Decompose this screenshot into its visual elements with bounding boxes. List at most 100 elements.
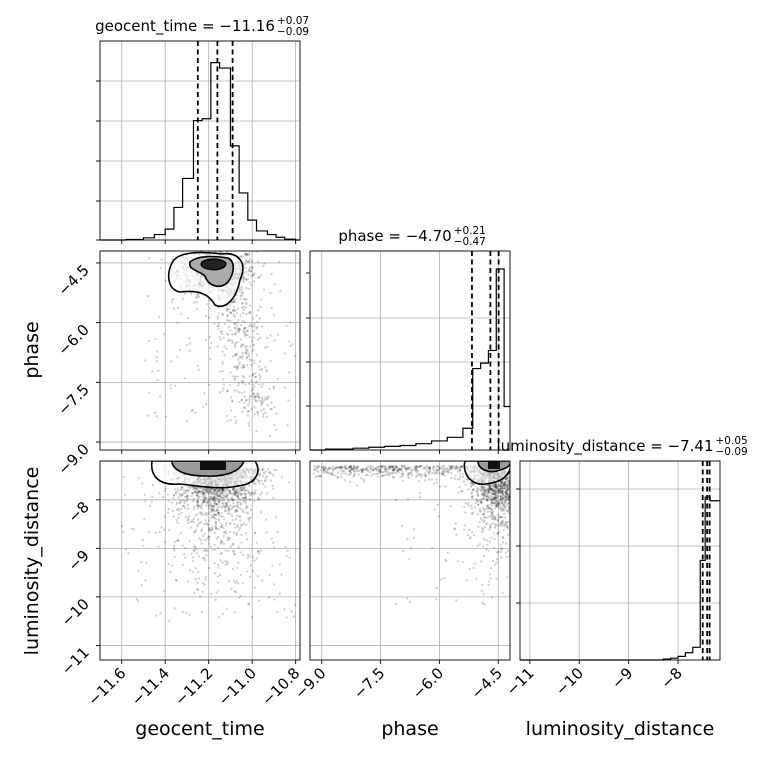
geocent-phase-point xyxy=(253,279,256,283)
geocent-lumdist-point xyxy=(235,579,239,583)
phase-lumdist-point xyxy=(514,493,516,495)
phase-lumdist-point xyxy=(521,500,523,502)
geocent-lumdist-point xyxy=(196,570,200,573)
geocent-phase-point xyxy=(231,399,234,402)
geocent-lumdist-point xyxy=(276,531,279,534)
geocent-lumdist-point xyxy=(237,546,241,549)
phase-lumdist-point xyxy=(494,484,497,487)
geocent-phase-point xyxy=(250,340,254,343)
phase-lumdist-point xyxy=(431,546,434,550)
phase-lumdist-point xyxy=(482,493,486,496)
geocent-lumdist-point xyxy=(251,555,255,559)
geocent-phase-point xyxy=(213,322,216,325)
phase-lumdist-point xyxy=(443,464,446,468)
phase-lumdist-point xyxy=(481,493,484,496)
phase-lumdist-point xyxy=(493,526,497,529)
phase-lumdist-point xyxy=(378,470,381,473)
phase-lumdist-point xyxy=(504,491,508,494)
geocent-phase-point xyxy=(276,333,280,336)
phase-lumdist-point xyxy=(504,551,507,555)
phase-lumdist-point xyxy=(484,488,487,491)
phase-lumdist-point xyxy=(492,486,496,489)
geocent-lumdist-point xyxy=(208,527,211,530)
geocent-lumdist-point xyxy=(214,489,218,492)
phase-lumdist-point xyxy=(512,516,514,518)
phase-lumdist-point xyxy=(515,471,517,473)
geocent-lumdist-point xyxy=(186,503,190,507)
geocent-phase-point xyxy=(245,253,248,257)
geocent-lumdist-point xyxy=(259,511,263,514)
geocent-phase-point xyxy=(226,389,229,393)
phase-lumdist-point xyxy=(495,558,499,561)
geocent-phase-point xyxy=(244,399,248,402)
geocent-lumdist-point xyxy=(223,489,226,493)
geocent-lumdist-point xyxy=(234,487,237,491)
phase-lumdist-point xyxy=(354,468,358,471)
geocent-lumdist-point xyxy=(192,549,195,552)
phase-lumdist-point xyxy=(524,471,526,473)
phase-lumdist-point xyxy=(427,471,430,474)
geocent-phase-point xyxy=(230,396,233,399)
phase-lumdist-point xyxy=(494,486,498,489)
phase-lumdist-point xyxy=(490,507,493,511)
geocent-phase-point xyxy=(242,365,246,369)
phase-lumdist-point xyxy=(495,505,499,508)
phase-lumdist-point xyxy=(517,500,519,502)
geocent-phase-point xyxy=(256,410,259,414)
phase-lumdist-point xyxy=(514,499,516,501)
lumdist-x-tick-label-3: −8 xyxy=(657,664,685,692)
geocent-lumdist-point xyxy=(154,531,158,535)
phase-lumdist-point xyxy=(513,494,515,496)
geocent-lumdist-point xyxy=(167,619,171,623)
phase-lumdist-point xyxy=(496,491,499,495)
phase-lumdist-point xyxy=(482,506,485,510)
phase-lumdist-point xyxy=(491,513,494,516)
phase-lumdist-point xyxy=(484,489,487,492)
geocent-phase-point xyxy=(253,396,256,399)
geocent-lumdist-point xyxy=(209,502,212,505)
phase-lumdist-point xyxy=(416,474,419,477)
geocent-lumdist-point xyxy=(191,556,195,559)
phase-lumdist-point xyxy=(470,492,473,495)
geocent-phase-point xyxy=(238,360,241,364)
phase-lumdist-point xyxy=(349,473,352,476)
phase-lumdist-point xyxy=(503,481,507,485)
geocent-lumdist-point xyxy=(241,488,244,491)
phase-lumdist-point xyxy=(356,465,359,469)
geocent-phase-point xyxy=(250,283,253,287)
phase-lumdist-point xyxy=(512,511,514,513)
phase-lumdist-point xyxy=(488,506,491,510)
geocent-phase-point xyxy=(241,410,244,413)
geocent-phase-point xyxy=(244,278,248,281)
phase-lumdist-point xyxy=(511,497,513,499)
geocent-lumdist-point xyxy=(220,492,223,495)
phase-lumdist-point xyxy=(470,512,474,515)
phase-lumdist-point xyxy=(375,467,378,471)
phase-lumdist-point xyxy=(479,560,483,563)
geocent-lumdist-point xyxy=(235,514,239,518)
geocent-phase-point xyxy=(243,330,246,334)
phase-lumdist-point xyxy=(505,520,508,524)
phase-lumdist-point xyxy=(467,488,470,491)
phase-lumdist-point xyxy=(504,502,507,505)
geocent-lumdist-point xyxy=(224,530,227,533)
geocent-lumdist-point xyxy=(224,491,227,494)
geocent-lumdist-point xyxy=(162,528,166,531)
phase-lumdist-point xyxy=(505,555,509,559)
geocent-lumdist-point xyxy=(228,536,231,540)
geocent-lumdist-point xyxy=(231,488,235,491)
geocent-lumdist-point xyxy=(239,487,242,490)
geocent-lumdist-point xyxy=(245,537,249,541)
phase-lumdist-point xyxy=(437,468,441,471)
phase-lumdist-point xyxy=(459,472,462,475)
geocent-phase-point xyxy=(171,257,174,261)
phase-lumdist-point xyxy=(409,547,413,550)
geocent-lumdist-point xyxy=(221,496,224,499)
geocent-lumdist-points xyxy=(120,461,297,623)
geocent-lumdist-point xyxy=(230,496,234,499)
phase-lumdist-point xyxy=(489,483,492,487)
phase-lumdist-point xyxy=(410,468,413,472)
geocent-lumdist-point xyxy=(188,486,192,490)
phase-lumdist-point xyxy=(505,493,508,497)
geocent-phase-point xyxy=(176,306,180,309)
